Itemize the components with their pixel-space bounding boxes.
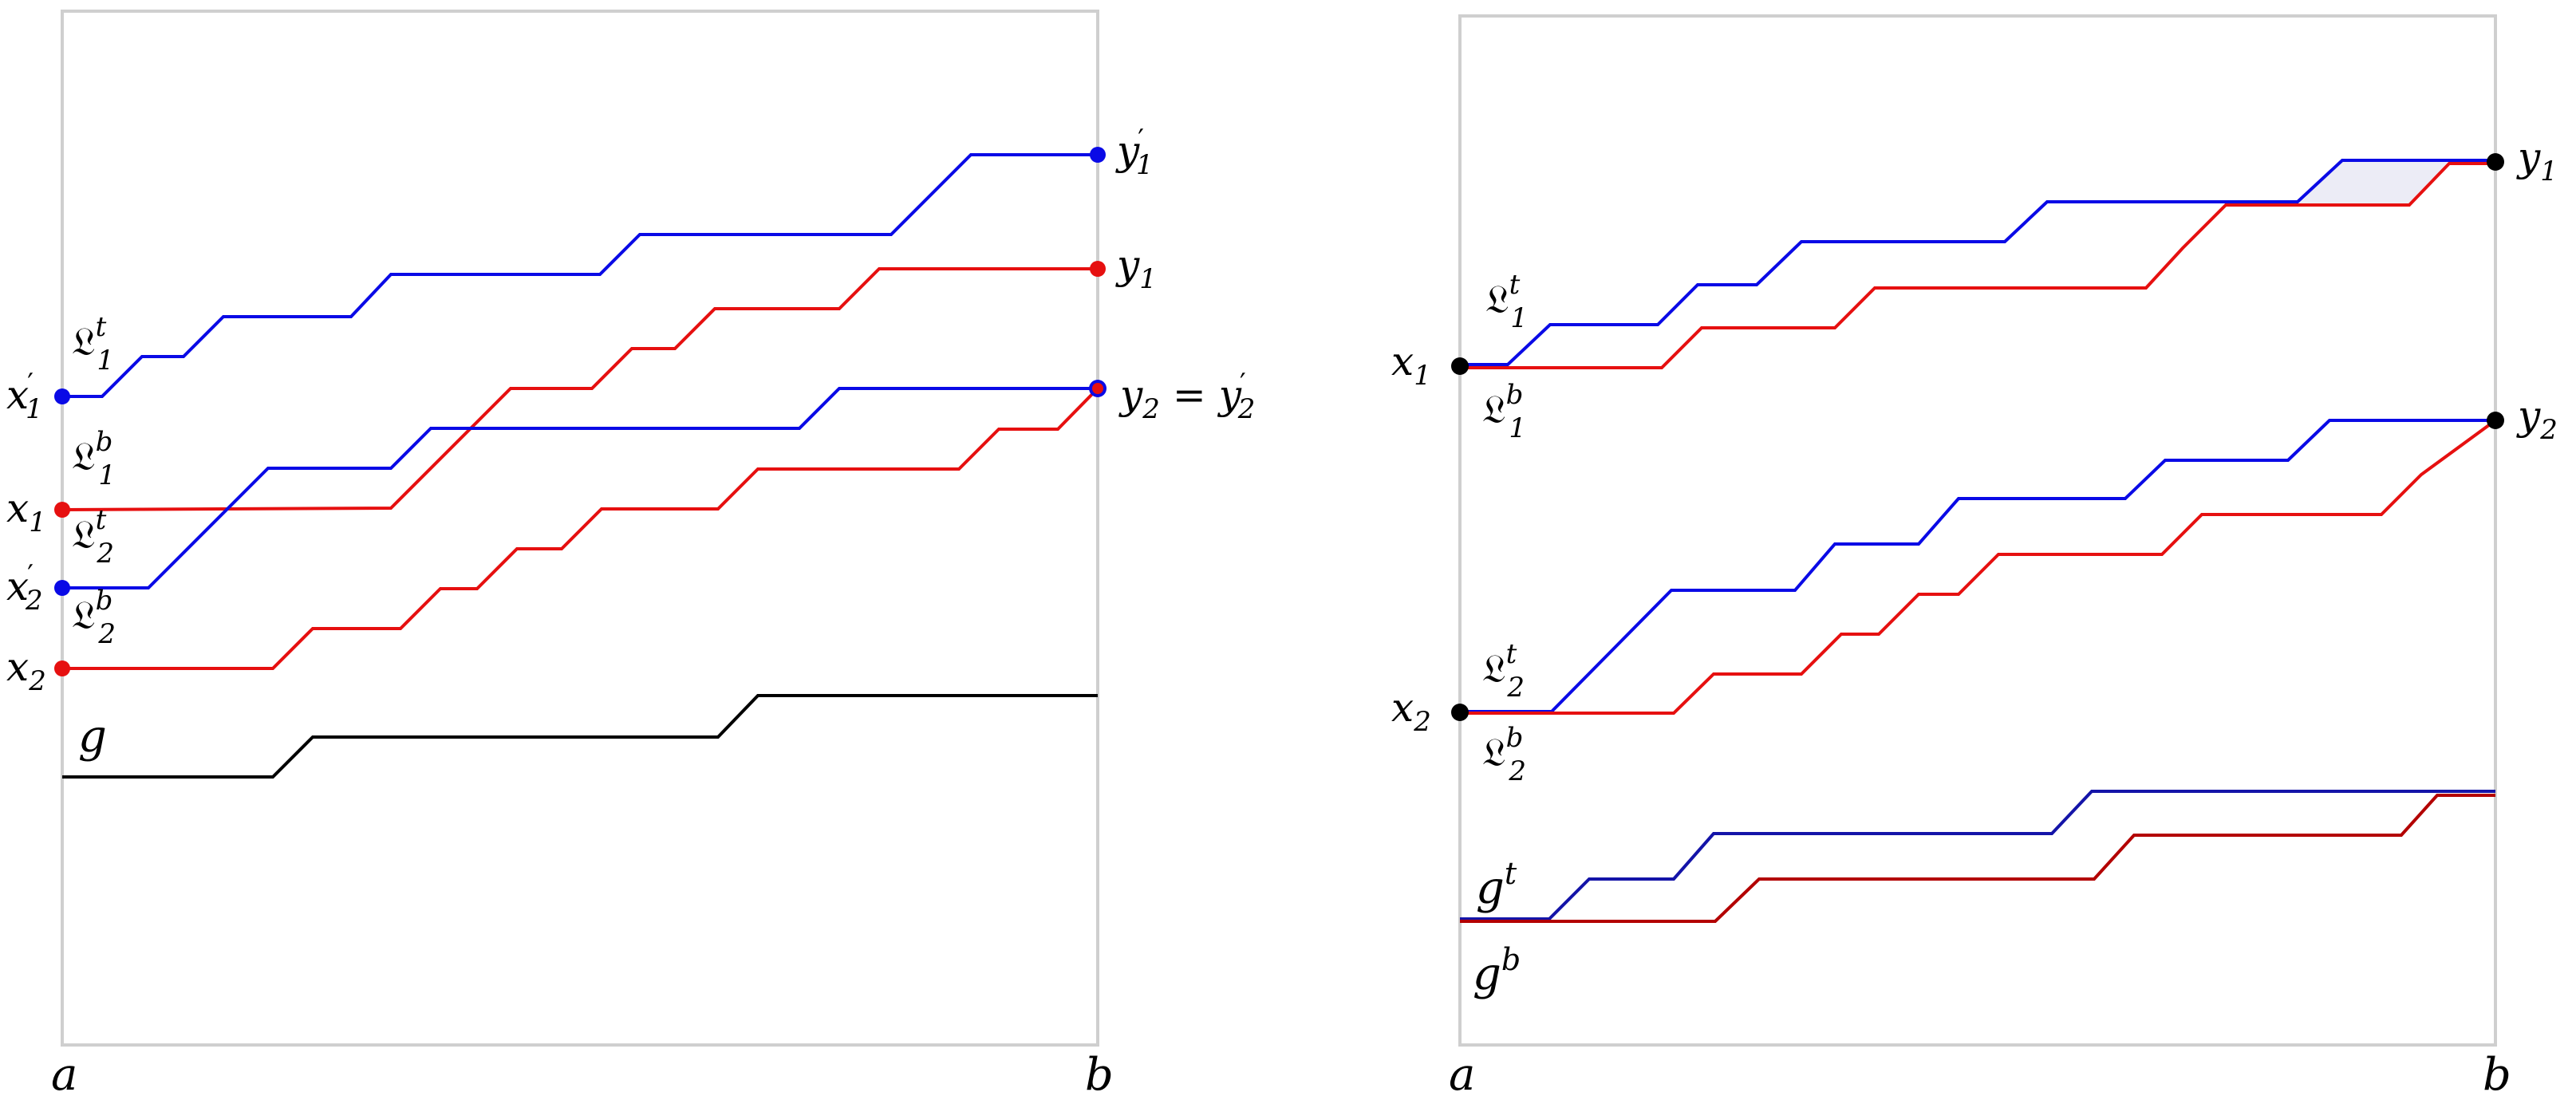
right-curve-L1b — [1460, 162, 2495, 369]
right-curve-L2b — [1460, 419, 2497, 715]
left-axis-label-b: b — [1085, 1049, 1114, 1100]
left-curve-L1b — [61, 267, 1098, 511]
left-label-L1b: 𝔏b 1 — [72, 426, 116, 491]
right-label-y1: y1 — [2516, 134, 2558, 187]
right-curve-gb — [1460, 794, 2495, 923]
right-axis-label-a: a — [1449, 1049, 1475, 1100]
left-dot-x1prime — [54, 388, 70, 404]
left-panel: x′ 1 x1 x′ 2 x2 y′ 1 y1 y2 = y′ 2 𝔏t 1 𝔏b 1 𝔏t 2 … — [6, 10, 1255, 1100]
right-label-L1t: 𝔏t 1 — [1485, 269, 1528, 334]
left-frame — [61, 10, 1099, 1047]
left-dot-x2 — [54, 660, 70, 676]
right-frame — [1458, 14, 2497, 1047]
left-label-L1t: 𝔏t 1 — [72, 311, 114, 377]
right-shaded-region — [2298, 160, 2495, 205]
right-label-L2t: 𝔏t 2 — [1482, 638, 1525, 704]
left-curve-L2b — [62, 387, 1099, 670]
left-label-L2t: 𝔏t 2 — [72, 504, 114, 570]
left-label-x2: x2 — [6, 644, 46, 697]
right-curve-L1t — [1460, 159, 2495, 366]
left-dot-y1prime — [1090, 147, 1106, 163]
left-dot-x2prime — [54, 580, 70, 596]
right-curve-gt — [1460, 790, 2495, 921]
right-dot-y1 — [2487, 153, 2504, 171]
right-label-y2: y2 — [2516, 392, 2558, 446]
right-panel: x1 x2 y1 y2 𝔏t 1 𝔏b 1 𝔏t 2 𝔏b 2 gt gb a b — [1391, 14, 2558, 1100]
right-label-x1: x1 — [1391, 338, 1431, 392]
left-curve-L2t — [62, 387, 1098, 589]
left-dot-y1 — [1090, 261, 1106, 277]
left-label-g: g — [78, 711, 107, 763]
right-dot-x1 — [1451, 357, 1469, 375]
left-label-y1: y1 — [1115, 242, 1157, 295]
right-dot-y2 — [2487, 412, 2504, 429]
left-dot-y2-front — [1092, 383, 1103, 394]
right-label-L1b: 𝔏b 1 — [1482, 379, 1526, 444]
left-curve-L1t — [62, 153, 1098, 398]
left-label-x1prime: x′ 1 — [6, 368, 43, 425]
right-curve-L2t — [1460, 419, 2495, 713]
left-dot-x1 — [54, 502, 70, 518]
right-axis-label-b: b — [2483, 1049, 2511, 1100]
right-label-x2: x2 — [1391, 684, 1431, 738]
right-label-gb: gb — [1473, 942, 1521, 1000]
left-label-y1prime: y′ 1 — [1115, 124, 1154, 181]
left-label-x1: x1 — [6, 485, 46, 538]
left-curve-g — [62, 694, 1098, 779]
left-label-x2prime: x′ 2 — [6, 559, 43, 617]
left-axis-label-a: a — [51, 1049, 77, 1100]
right-dot-x2 — [1451, 704, 1469, 721]
right-label-gt: gt — [1476, 856, 1517, 914]
left-label-L2b: 𝔏b 2 — [72, 585, 116, 650]
left-label-y2-eq-y2prime: y2 = y′ 2 — [1118, 368, 1255, 425]
right-label-L2b: 𝔏b 2 — [1482, 722, 1526, 787]
